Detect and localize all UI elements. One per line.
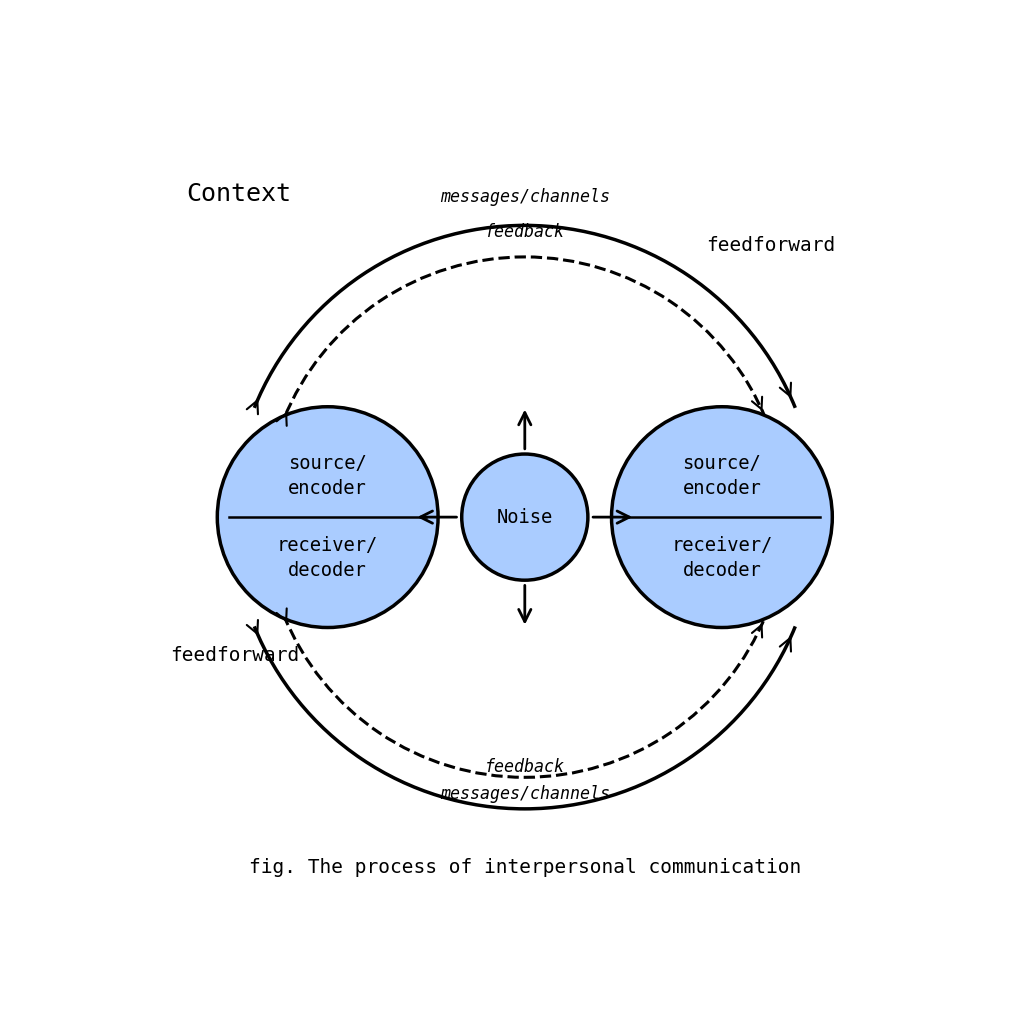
Text: Context: Context — [185, 182, 291, 206]
Text: feedforward: feedforward — [170, 645, 299, 665]
Text: messages/channels: messages/channels — [439, 187, 610, 206]
Text: feedback: feedback — [484, 758, 565, 775]
Text: Noise: Noise — [497, 508, 553, 526]
Text: fig. The process of interpersonal communication: fig. The process of interpersonal commun… — [249, 858, 801, 878]
Circle shape — [462, 454, 588, 581]
Text: feedforward: feedforward — [707, 236, 836, 255]
Text: messages/channels: messages/channels — [439, 785, 610, 803]
Text: source/
encoder: source/ encoder — [289, 455, 367, 499]
Circle shape — [217, 407, 438, 628]
Circle shape — [611, 407, 833, 628]
Text: source/
encoder: source/ encoder — [683, 455, 761, 499]
Text: feedback: feedback — [484, 223, 565, 241]
Text: receiver/
decoder: receiver/ decoder — [278, 536, 378, 580]
Text: receiver/
decoder: receiver/ decoder — [672, 536, 772, 580]
